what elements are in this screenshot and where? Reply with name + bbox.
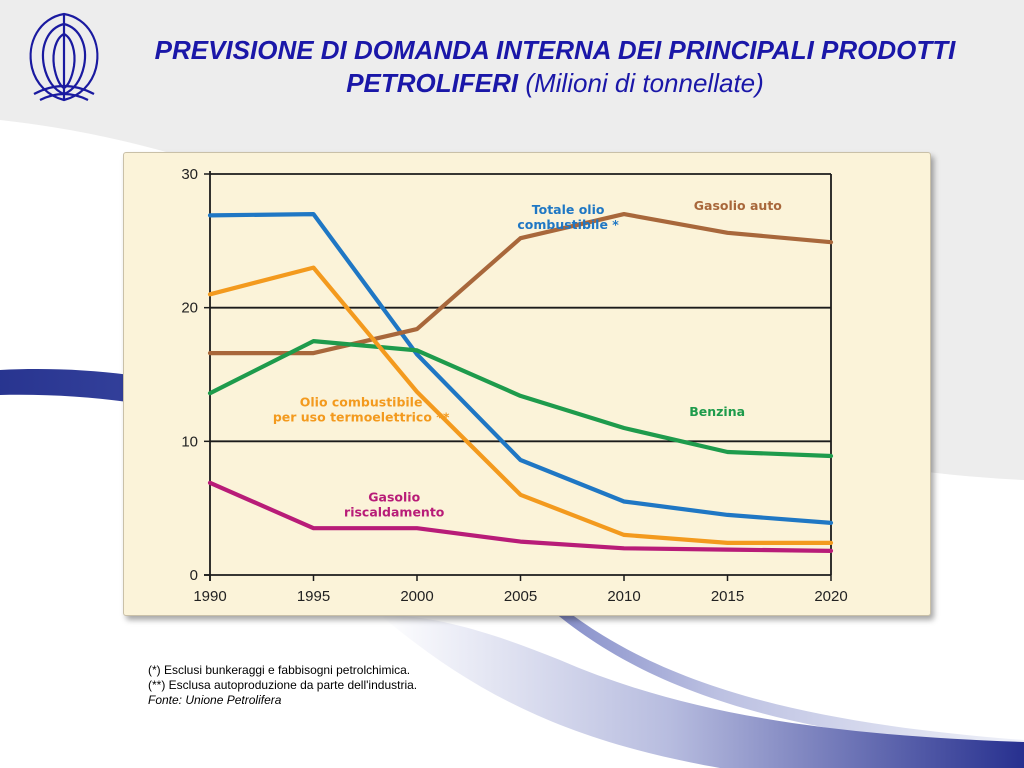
y-tick-label-0: 0: [190, 567, 198, 584]
series-label-4-line-0: Gasolio: [368, 489, 420, 504]
x-tick-label-2000: 2000: [400, 588, 433, 605]
x-tick-label-2015: 2015: [711, 588, 744, 605]
series-label-1-line-0: Gasolio auto: [694, 198, 783, 213]
series-label-0-line-0: Totale olio: [532, 202, 605, 217]
series-label-3-line-0: Olio combustibile: [300, 395, 423, 410]
series-line-1: [207, 211, 834, 356]
footnote-1: (*) Esclusi bunkeraggi e fabbisogni petr…: [148, 663, 411, 677]
source-note: Fonte: Unione Petrolifera: [148, 693, 282, 707]
series-line-0: [207, 211, 834, 525]
y-tick-label-20: 20: [181, 300, 198, 317]
series-label-2-line-0: Benzina: [689, 404, 745, 419]
footnotes: (*) Esclusi bunkeraggi e fabbisogni petr…: [148, 663, 417, 708]
series-label-4-line-1: riscaldamento: [344, 504, 445, 519]
series-label-0-line-1: combustibile *: [517, 217, 619, 232]
x-tick-label-2010: 2010: [607, 588, 640, 605]
y-tick-label-10: 10: [181, 433, 198, 450]
series-line-3: [207, 265, 834, 545]
x-tick-label-2005: 2005: [504, 588, 537, 605]
series-label-3-line-1: per uso termoelettrico **: [273, 410, 450, 425]
x-tick-label-2020: 2020: [814, 588, 847, 605]
chart-panel: 0 10 20 30 1990 1995 2000 2005 2010 2015 2020 Total…: [123, 152, 931, 616]
title-unit: (Milioni di tonnellate): [525, 68, 764, 98]
y-tick-label-30: 30: [181, 166, 198, 183]
x-tick-label-1990: 1990: [193, 588, 226, 605]
series-line-2: [207, 339, 834, 459]
series-line-4: [207, 480, 834, 553]
slide-title: PREVISIONE DI DOMANDA INTERNA DEI PRINCI…: [130, 34, 980, 100]
x-tick-label-1995: 1995: [297, 588, 330, 605]
confindustria-logo: [29, 12, 99, 102]
line-chart: 0 10 20 30 1990 1995 2000 2005 2010 2015 2020 Total…: [181, 166, 847, 605]
footnote-2: (**) Esclusa autoproduzione da parte del…: [148, 678, 418, 692]
title-main: PREVISIONE DI DOMANDA INTERNA DEI PRINCI…: [154, 35, 956, 98]
